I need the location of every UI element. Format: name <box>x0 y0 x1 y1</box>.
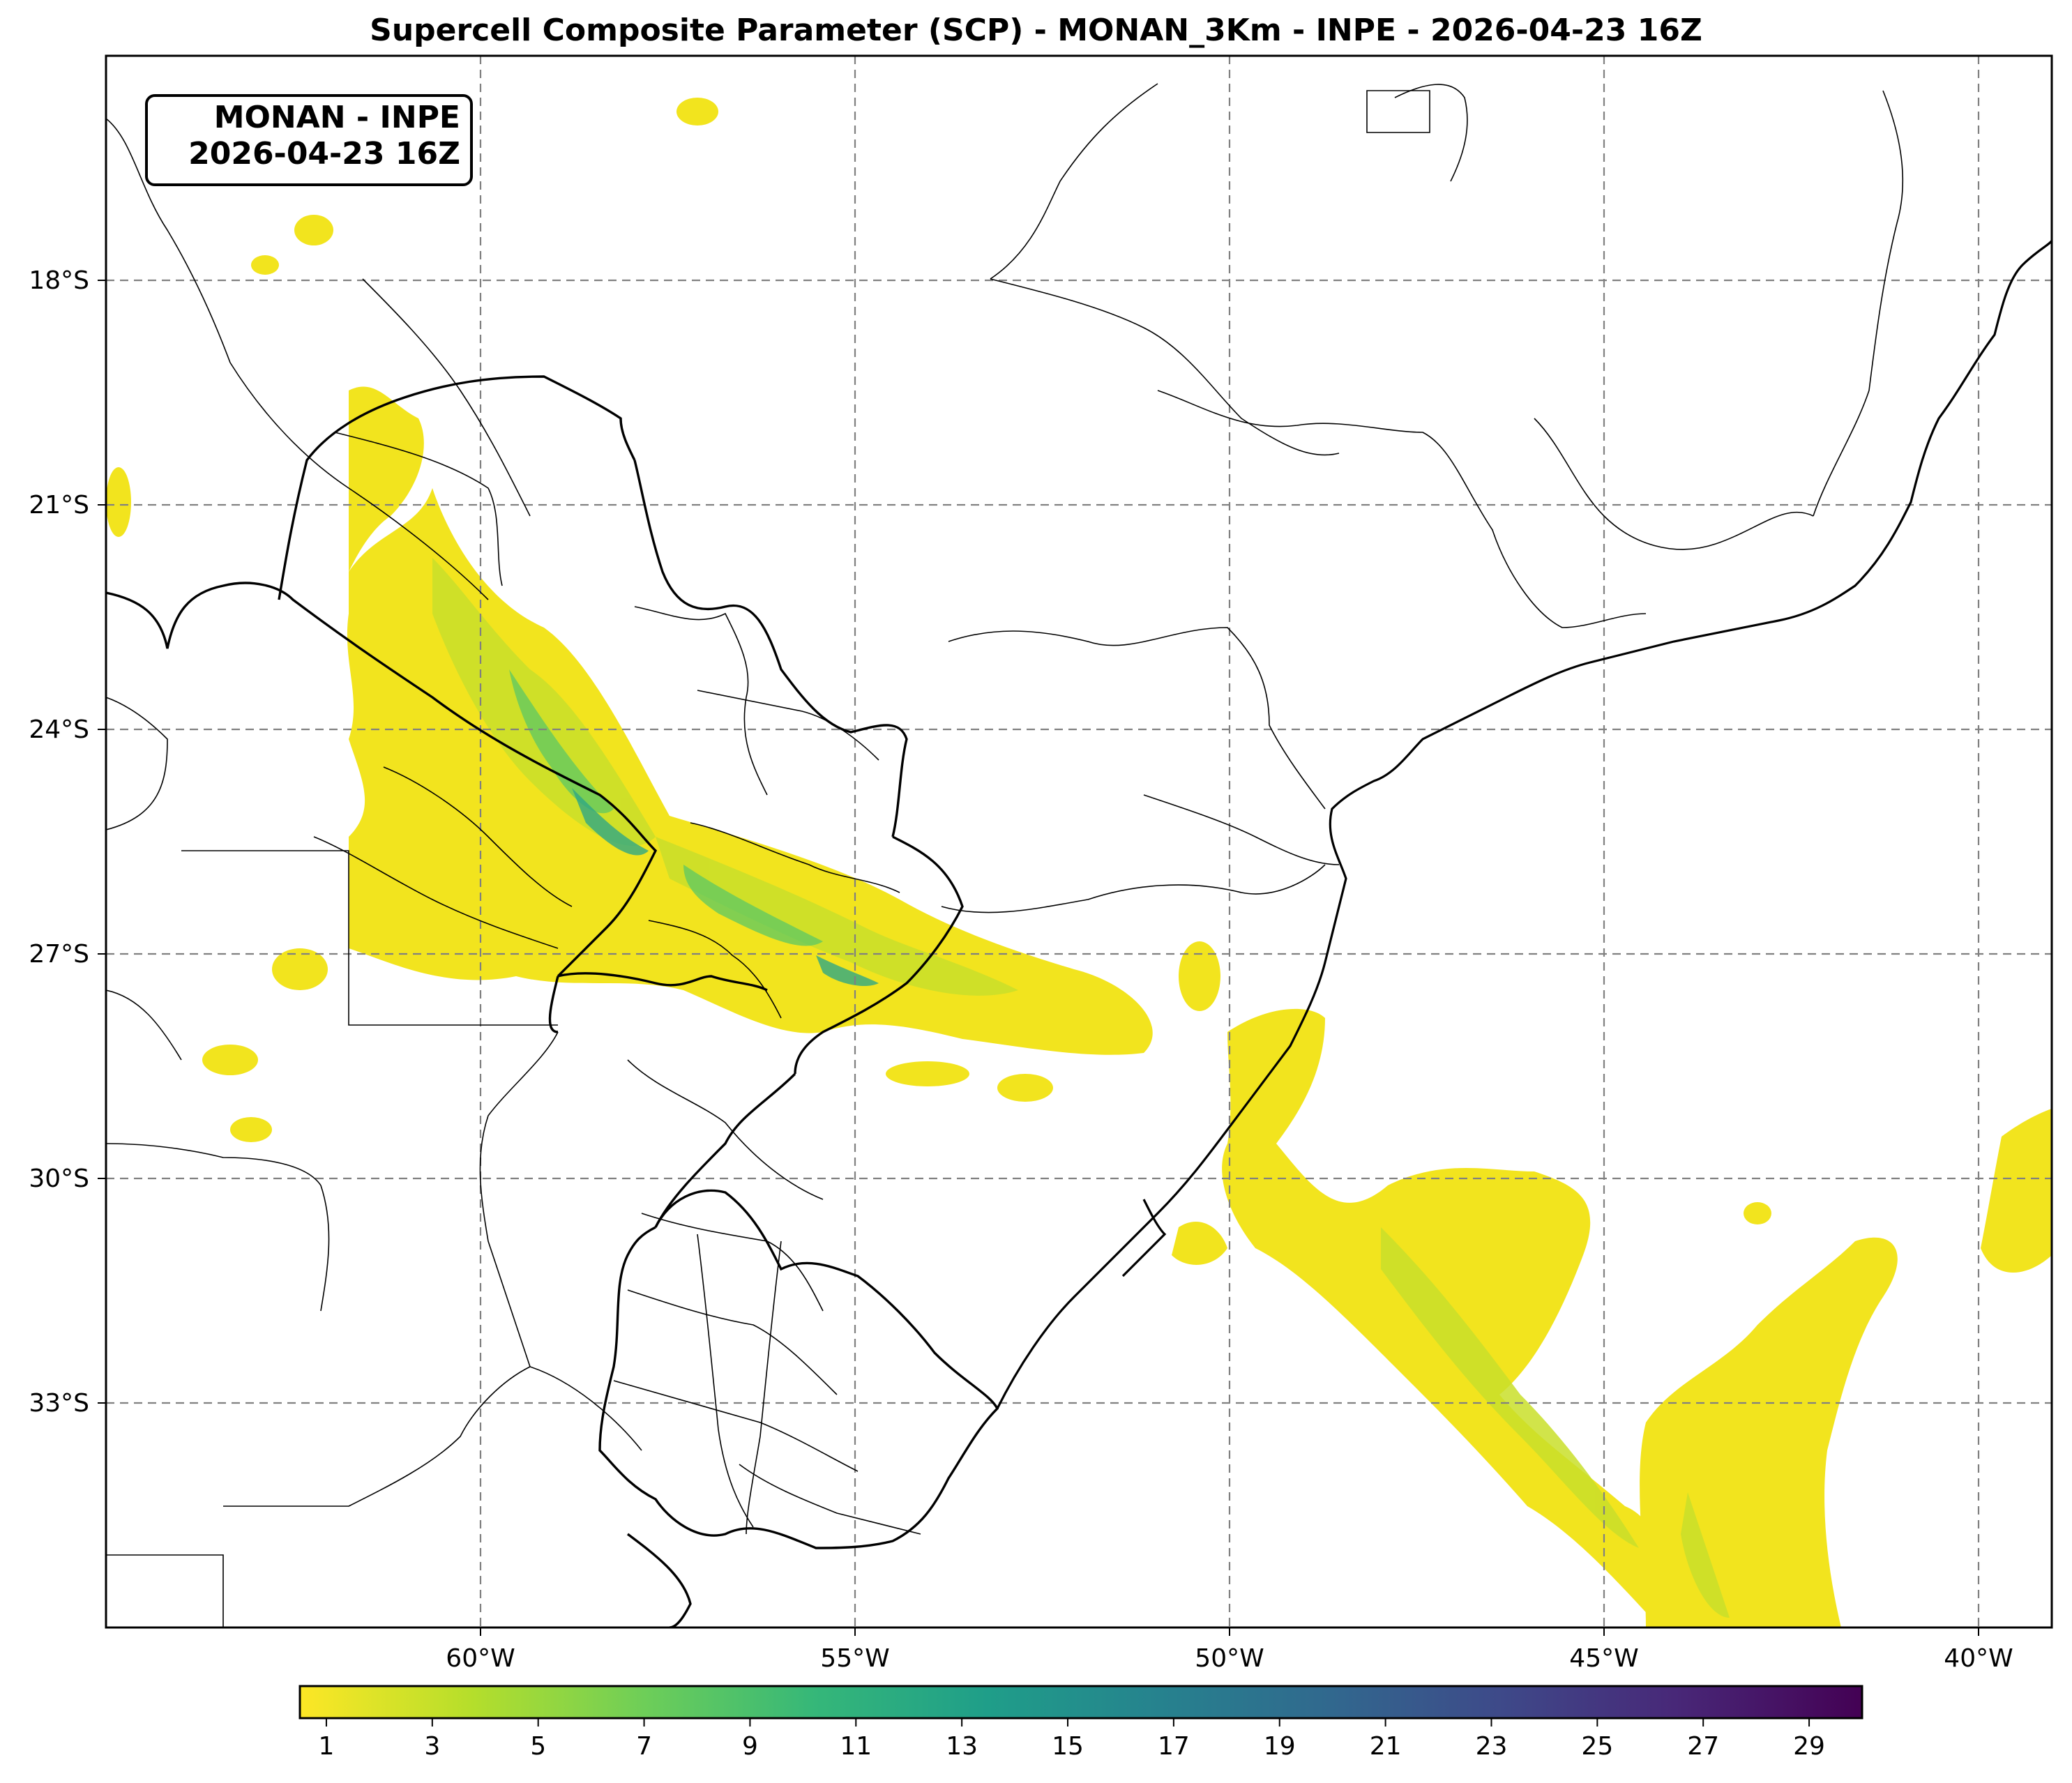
lat-label: 33°S <box>29 1389 89 1418</box>
gridlines <box>106 56 2052 1628</box>
colorbar-tick-label: 29 <box>1793 1732 1825 1761</box>
lon-label: 55°W <box>820 1644 889 1673</box>
colorbar-tick-label: 25 <box>1581 1732 1613 1761</box>
scp-band-paraguay <box>347 488 1153 1055</box>
info-box: MONAN - INPE 2026-04-23 16Z <box>145 94 473 186</box>
colorbar-tick-label: 21 <box>1370 1732 1402 1761</box>
state-borders <box>106 83 1904 1628</box>
scp-band-chaco-north <box>349 386 424 572</box>
plot-frame <box>105 54 2053 1629</box>
country-borders <box>106 375 999 1628</box>
lat-label: 21°S <box>29 491 89 519</box>
colorbar-tick-label: 1 <box>319 1732 335 1761</box>
lon-label: 50°W <box>1195 1644 1264 1673</box>
map-borders <box>106 83 2052 1628</box>
colorbar-tick-label: 5 <box>530 1732 546 1761</box>
colorbar-tick-label: 7 <box>636 1732 652 1761</box>
colorbar-tick-label: 11 <box>840 1732 872 1761</box>
colorbar-tick-label: 27 <box>1687 1732 1719 1761</box>
colorbar-tick-label: 17 <box>1158 1732 1190 1761</box>
coastline <box>996 240 2052 1409</box>
scp-field <box>106 98 2052 1628</box>
info-box-line1: MONAN - INPE <box>213 100 460 135</box>
scp-band-east-edge <box>1981 1109 2052 1273</box>
lat-label: 27°S <box>29 940 89 969</box>
colorbar-tick-label: 19 <box>1264 1732 1296 1761</box>
colorbar-tick-label: 15 <box>1052 1732 1084 1761</box>
lat-label: 24°S <box>29 715 89 744</box>
info-box-line2: 2026-04-23 16Z <box>188 136 460 172</box>
colorbar: 1 3 5 7 9 11 13 15 17 19 21 23 25 27 29 <box>298 1685 1863 1761</box>
lat-tick-labels: 18°S 21°S 24°S 27°S 30°S 33°S <box>29 266 106 1418</box>
scp-band-rs-coast <box>1172 1221 1227 1265</box>
colorbar-tick-label: 23 <box>1476 1732 1508 1761</box>
colorbar-tick-label: 9 <box>742 1732 758 1761</box>
lon-label: 60°W <box>446 1644 515 1673</box>
scp-band-offshore <box>1640 1237 1898 1628</box>
colorbar-tick-label: 13 <box>946 1732 978 1761</box>
colorbar-ticks: 1 3 5 7 9 11 13 15 17 19 21 23 25 27 29 <box>319 1718 1825 1761</box>
lat-label: 30°S <box>29 1164 89 1193</box>
lon-label: 45°W <box>1569 1644 1638 1673</box>
lat-label: 18°S <box>29 266 89 295</box>
colorbar-tick-label: 3 <box>424 1732 440 1761</box>
lon-label: 40°W <box>1944 1644 2013 1673</box>
colorbar-gradient <box>298 1685 1863 1720</box>
lon-tick-labels: 60°W 55°W 50°W 45°W 40°W <box>446 1628 2013 1673</box>
map-title: Supercell Composite Parameter (SCP) - MO… <box>370 13 1702 48</box>
